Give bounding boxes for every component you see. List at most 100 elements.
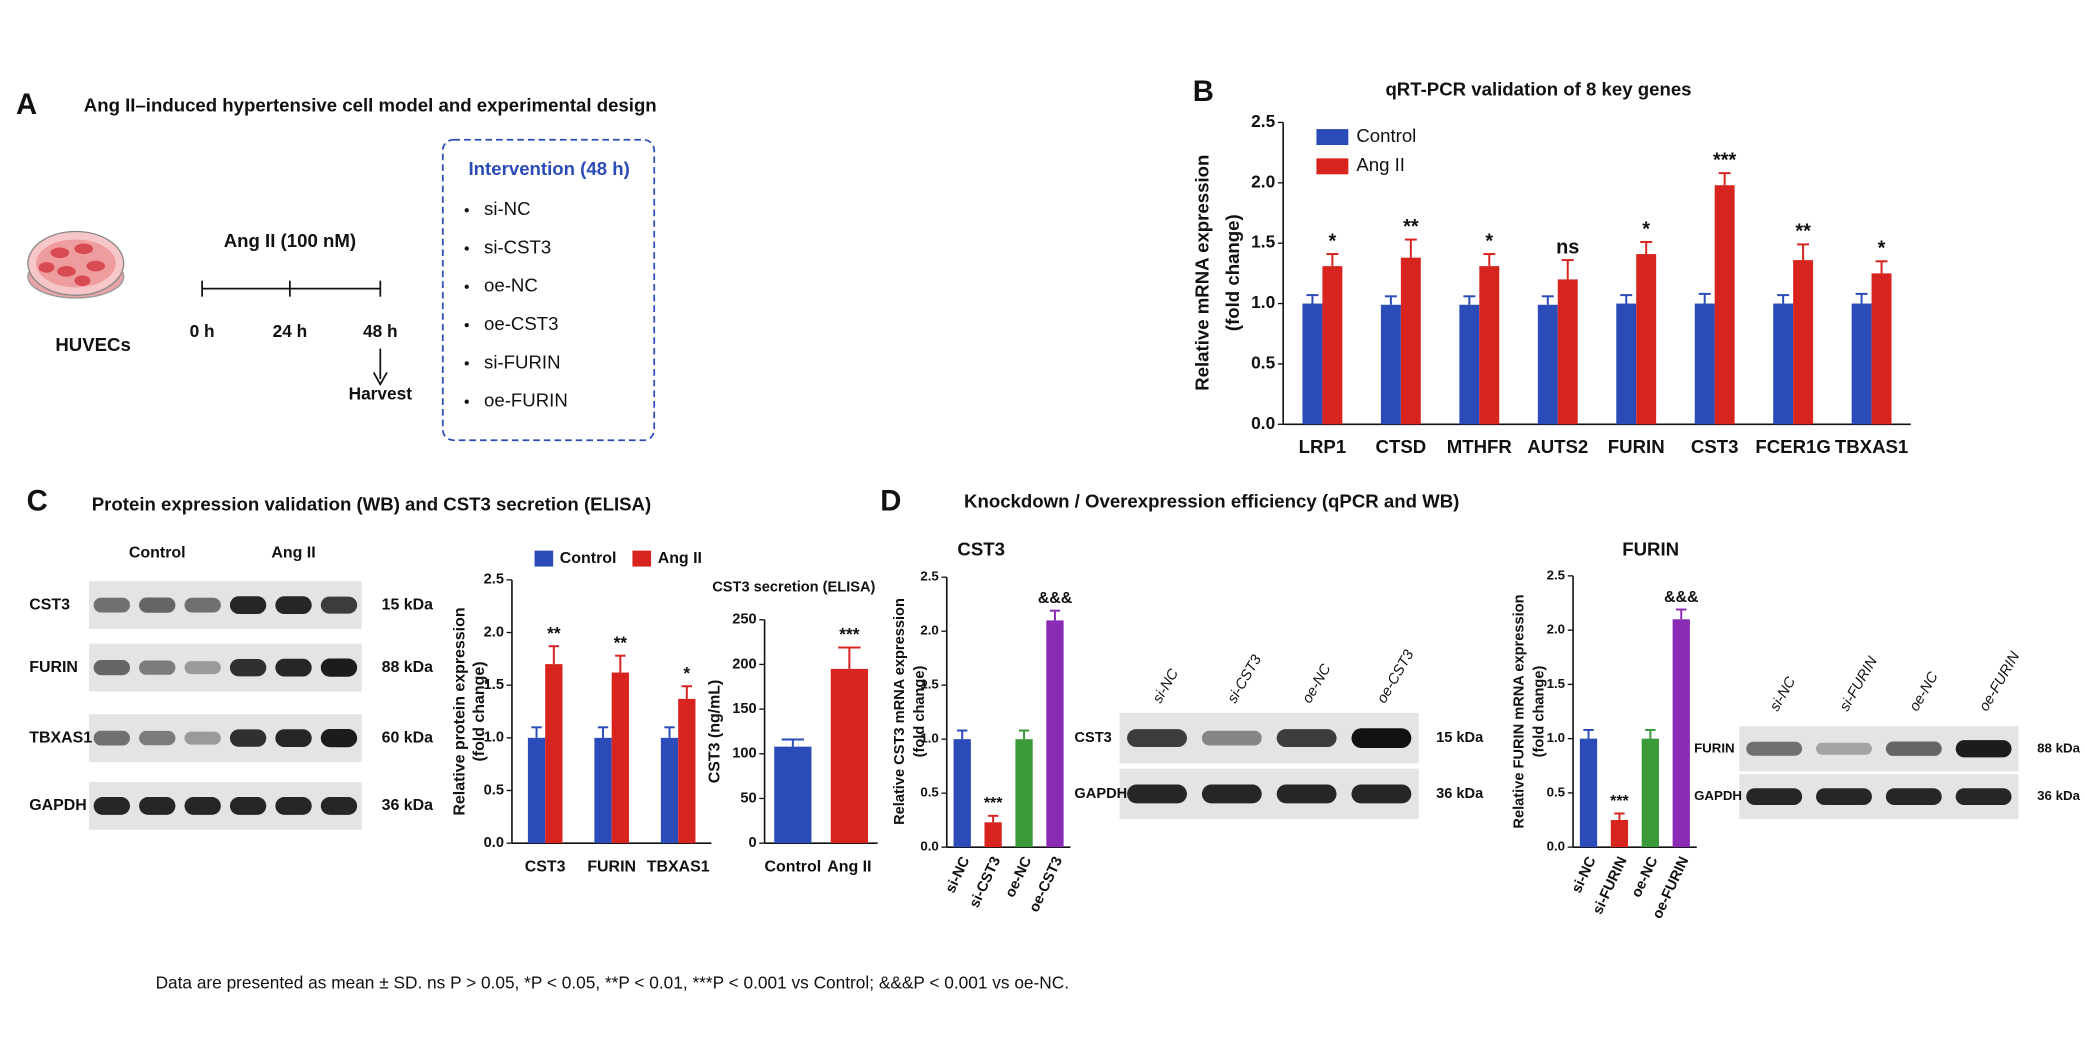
blot-strip xyxy=(89,781,362,830)
bar xyxy=(527,737,546,844)
y-tick-label: 1.0 xyxy=(1251,292,1275,312)
cell xyxy=(74,243,94,255)
blot-row-label: CST3 xyxy=(29,596,70,613)
blot-band xyxy=(139,660,176,675)
bullet xyxy=(464,322,469,328)
petri-dish xyxy=(27,230,125,299)
significance: * xyxy=(1328,230,1336,252)
legend-label: Ang II xyxy=(1356,154,1405,175)
bar xyxy=(1557,279,1578,425)
bar xyxy=(1672,619,1690,848)
y-tick-label: 250 xyxy=(732,612,756,628)
significance: *** xyxy=(1713,149,1737,171)
panel-title: Protein expression validation (WB) and C… xyxy=(92,493,651,514)
bar xyxy=(1302,303,1323,425)
significance: ns xyxy=(1556,236,1579,258)
blot-band xyxy=(275,658,312,677)
significance: *** xyxy=(839,624,859,644)
y-tick-label: 2.5 xyxy=(1547,567,1566,582)
cell xyxy=(86,260,106,272)
y-axis-label: Relative mRNA expression xyxy=(1191,155,1212,391)
y-tick-label: 0.0 xyxy=(920,839,938,854)
timepoint: 0 h xyxy=(190,321,215,341)
blot-band xyxy=(139,597,176,613)
treatment-label: Ang II (100 nM) xyxy=(224,230,356,251)
blot-band xyxy=(320,596,358,614)
x-tick-label: Ang II xyxy=(827,858,871,875)
blot-band xyxy=(1276,729,1337,748)
timepoint: 24 h xyxy=(273,321,308,341)
chart-title: CST3 secretion (ELISA) xyxy=(712,580,875,596)
panel-label: C xyxy=(27,485,48,517)
blot-band xyxy=(320,728,358,748)
harvest-label: Harvest xyxy=(349,384,413,404)
blot-band xyxy=(229,596,267,615)
y-tick-label: 150 xyxy=(732,701,756,717)
blot-band xyxy=(1955,788,2012,806)
y-tick-label: 1.0 xyxy=(484,730,504,746)
significance: * xyxy=(1878,238,1886,260)
bar xyxy=(678,698,696,844)
y-tick-label: 1.0 xyxy=(1547,730,1565,745)
y-tick-label: 50 xyxy=(740,790,756,806)
bar xyxy=(660,737,679,844)
x-tick-label: Control xyxy=(765,858,822,875)
bar xyxy=(830,668,868,844)
legend-label: Control xyxy=(560,550,617,567)
bar xyxy=(984,822,1002,848)
legend-swatch xyxy=(534,550,554,567)
bullet xyxy=(464,361,469,366)
blot-band xyxy=(1746,788,1803,806)
y-tick-label: 0.0 xyxy=(1251,413,1275,433)
y-axis-label: Relative CST3 mRNA expression xyxy=(892,598,908,825)
significance: ** xyxy=(547,623,561,643)
bar xyxy=(1694,303,1715,425)
blot-band xyxy=(139,797,176,815)
legend-label: Control xyxy=(1356,125,1416,146)
bar xyxy=(774,746,812,844)
blot-band xyxy=(1746,741,1803,756)
blot-strip xyxy=(89,714,362,763)
significance: * xyxy=(1642,218,1650,240)
bar xyxy=(1851,303,1872,425)
blot-band xyxy=(1127,784,1187,804)
x-tick-label: AUTS2 xyxy=(1527,436,1588,457)
y-tick-label: 1.0 xyxy=(920,731,938,746)
blot-band xyxy=(229,797,267,815)
intervention-item: si-NC xyxy=(484,198,531,219)
chart-title: qRT-PCR validation of 8 key genes xyxy=(1385,78,1691,99)
blot-band xyxy=(184,661,221,675)
bar xyxy=(1537,304,1558,425)
y-tick-label: 0.5 xyxy=(1251,352,1275,372)
significance: *** xyxy=(1610,793,1629,810)
blot-band xyxy=(184,731,221,745)
bullet xyxy=(464,284,469,289)
cell xyxy=(50,247,70,259)
bar xyxy=(545,664,563,844)
bullet xyxy=(464,246,469,251)
panel-label: B xyxy=(1193,76,1214,108)
blot-size-label: 36 kDa xyxy=(1436,786,1484,802)
y-axis-label: Relative FURIN mRNA expression xyxy=(1512,594,1528,828)
y-tick-label: 0.5 xyxy=(920,785,939,800)
y-axis-label: (fold change) xyxy=(1222,214,1243,331)
y-tick-label: 1.5 xyxy=(920,677,939,692)
x-tick-label: TBXAS1 xyxy=(1835,436,1908,457)
y-tick-label: 2.0 xyxy=(1251,171,1275,191)
blot-band xyxy=(1885,788,1942,806)
significance: * xyxy=(1485,230,1493,252)
blot-size-label: 88 kDa xyxy=(382,659,434,676)
blot-size-label: 15 kDa xyxy=(1436,730,1484,746)
y-tick-label: 1.5 xyxy=(1547,676,1566,691)
bar xyxy=(611,672,629,844)
bar xyxy=(1046,620,1064,848)
legend-label: Ang II xyxy=(658,550,702,567)
panel-title: Knockdown / Overexpression efficiency (q… xyxy=(964,491,1459,512)
y-tick-label: 2.5 xyxy=(484,572,504,588)
y-tick-label: 2.5 xyxy=(1251,111,1275,131)
x-tick-label: CTSD xyxy=(1376,436,1427,457)
bar xyxy=(1459,304,1480,425)
blot-strip xyxy=(89,581,362,630)
x-tick-label: FURIN xyxy=(587,858,636,875)
legend-swatch xyxy=(632,550,652,567)
